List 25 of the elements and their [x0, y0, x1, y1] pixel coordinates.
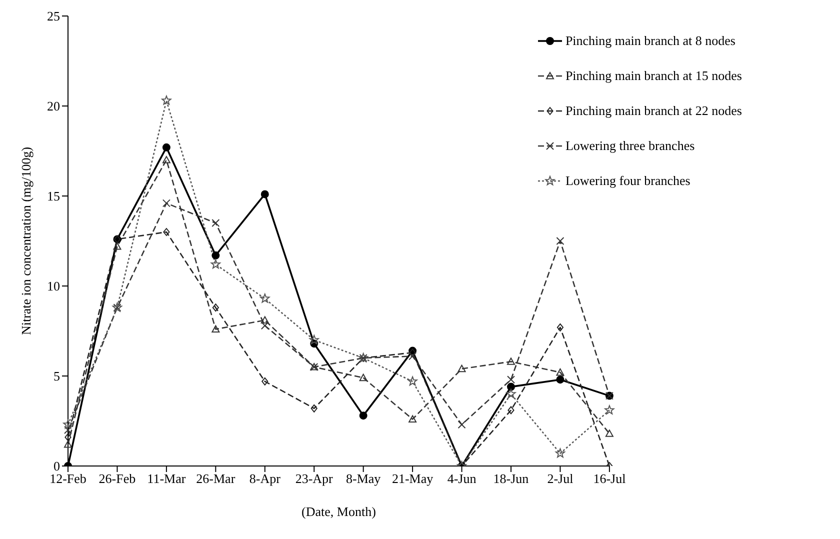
y-tick-label: 10	[47, 278, 60, 294]
y-tick-label: 15	[47, 188, 60, 204]
legend-label: Pinching main branch at 22 nodes	[565, 102, 742, 118]
x-tick-label: 26-Mar	[196, 471, 236, 486]
x-tick-label: 8-May	[346, 471, 382, 486]
x-tick-label: 26-Feb	[98, 471, 136, 486]
y-tick-label: 5	[54, 368, 60, 384]
x-tick-label: 16-Jul	[593, 471, 626, 486]
legend-label: Lowering three branches	[565, 138, 695, 154]
y-tick-label: 20	[47, 98, 60, 114]
legend-label: Lowering four branches	[565, 172, 690, 188]
x-tick-label: 2-Jul	[547, 471, 574, 486]
x-tick-label: 8-Apr	[249, 471, 282, 486]
y-tick-label: 0	[54, 458, 60, 474]
x-tick-label: 4-Jun	[447, 471, 477, 486]
legend-label: Pinching main branch at 15 nodes	[565, 68, 742, 84]
y-tick-label: 25	[47, 8, 60, 24]
x-tick-label: 21-May	[392, 471, 434, 486]
y-axis-title: Nitrate ion concentration (mg/100g)	[18, 146, 34, 336]
x-tick-label: 12-Feb	[50, 471, 86, 486]
x-tick-label: 11-Mar	[147, 471, 186, 486]
x-axis-title: (Date, Month)	[302, 504, 376, 519]
x-tick-label: 18-Jun	[493, 471, 530, 486]
legend-label: Pinching main branch at 8 nodes	[565, 32, 736, 48]
x-tick-label: 23-Apr	[295, 471, 334, 486]
